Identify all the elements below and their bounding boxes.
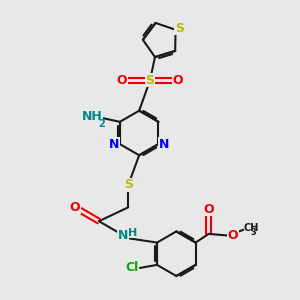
Text: O: O — [203, 202, 214, 216]
Text: N: N — [118, 229, 128, 242]
Text: H: H — [128, 228, 138, 238]
Text: S: S — [175, 22, 184, 35]
Text: 2: 2 — [98, 119, 105, 129]
Text: S: S — [124, 178, 133, 191]
Text: N: N — [159, 138, 169, 151]
Text: N: N — [109, 138, 119, 151]
Text: NH: NH — [82, 110, 102, 123]
Text: S: S — [146, 74, 154, 87]
Text: O: O — [227, 229, 238, 242]
Text: O: O — [70, 201, 80, 214]
Text: 3: 3 — [250, 227, 256, 236]
Text: CH: CH — [244, 223, 259, 233]
Text: Cl: Cl — [126, 262, 139, 275]
Text: O: O — [172, 74, 183, 87]
Text: O: O — [117, 74, 128, 87]
